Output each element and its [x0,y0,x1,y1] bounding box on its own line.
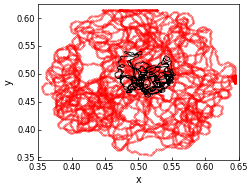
Y-axis label: y: y [4,79,14,85]
X-axis label: x: x [136,175,141,185]
